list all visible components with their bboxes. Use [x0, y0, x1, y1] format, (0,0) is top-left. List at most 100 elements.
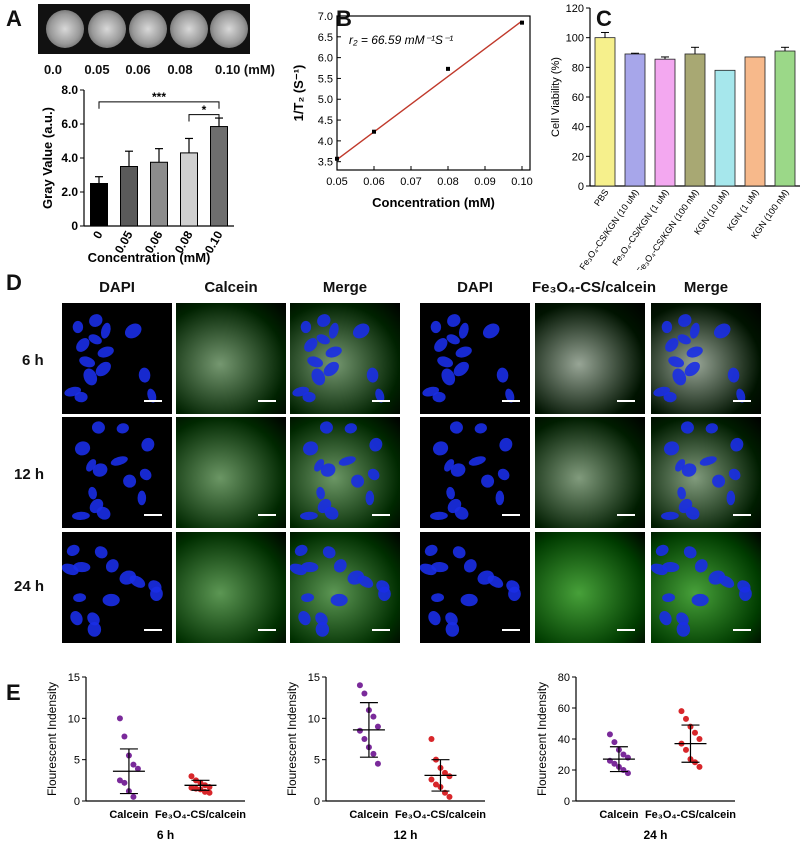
nucleus: [70, 611, 83, 626]
nucleus: [298, 611, 311, 626]
x-tick-label: 0.06: [363, 176, 384, 188]
nucleus: [292, 386, 310, 397]
y-tick-label: 5.0: [318, 94, 333, 106]
y-tick-label: 4.5: [318, 115, 333, 127]
nucleus: [311, 368, 326, 386]
panel-letter-d: D: [6, 270, 22, 295]
y-tick-label: 15: [68, 672, 80, 684]
mri-phantom: [88, 10, 126, 48]
data-point: [446, 773, 453, 780]
nucleus: [88, 334, 102, 345]
x-tick-label: Fe₃O₄-CS/calcein: [645, 809, 736, 821]
y-tick-label: 5.5: [318, 73, 333, 85]
panel-letter-b: B: [336, 6, 352, 31]
data-point: [121, 733, 128, 740]
data-point: [441, 769, 448, 776]
nucleus: [87, 621, 102, 637]
significance-label: *: [202, 103, 207, 117]
micrograph-image: [430, 421, 513, 520]
nucleus: [369, 437, 383, 452]
y-tick-label: 100: [566, 33, 584, 45]
data-point: [361, 736, 368, 742]
bar: [774, 50, 796, 187]
nucleus: [445, 612, 458, 626]
nucleus: [100, 322, 111, 339]
y-tick-label: 60: [558, 703, 570, 715]
chart-title: 6 h: [157, 828, 174, 842]
row-label-24h: 24 h: [14, 578, 45, 595]
nucleus: [455, 346, 472, 358]
fluorescence-scatter-6h: 0 5 10 15 Calcein Fe₃O₄-CS/calcein Flourescent…: [45, 672, 246, 842]
nucleus: [64, 386, 82, 397]
micrograph-image: [72, 421, 155, 520]
nucleus: [72, 320, 84, 334]
nucleus: [496, 367, 509, 383]
mri-label: 0.05: [84, 62, 110, 77]
nucleus: [73, 593, 87, 603]
x-tick-label: Fe₃O₄-CS/KGN (10 uM): [577, 187, 640, 270]
y-axis-label: Cell Viability (%): [550, 57, 562, 137]
nucleus: [437, 356, 453, 368]
scale-bar: [372, 514, 390, 516]
annotation: r₂ = 66.59 mM⁻¹S⁻¹: [349, 33, 453, 47]
nucleus: [446, 486, 455, 500]
data-point: [116, 777, 123, 784]
nucleus: [728, 468, 741, 481]
data-point: [356, 682, 363, 689]
row-label-6h: 6 h: [22, 352, 44, 369]
col-header-dapi: DAPI: [457, 279, 493, 296]
micrograph-image: [651, 544, 752, 637]
nucleus: [422, 386, 440, 397]
nucleus: [301, 593, 315, 603]
bar: [150, 161, 168, 227]
nucleus: [431, 561, 449, 573]
nucleus: [365, 490, 375, 506]
nucleus: [432, 441, 449, 456]
chart-title: 24 h: [643, 828, 667, 842]
data-point: [428, 736, 435, 742]
scale-bar: [617, 629, 635, 631]
nucleus: [463, 559, 477, 573]
nucleus: [445, 621, 460, 637]
nucleus: [661, 320, 673, 334]
micrograph-merge: [290, 417, 400, 528]
data-point: [374, 760, 381, 767]
micrograph-dapi: [62, 532, 172, 643]
fluorescence-scatter-12h: 0 5 10 15 Calcein Fe₃O₄-CS/calcein Flourescent…: [285, 672, 486, 842]
data-point: [620, 751, 627, 758]
scale-bar: [258, 629, 276, 631]
nucleus: [300, 320, 312, 334]
nucleus: [322, 546, 336, 559]
data-point: [428, 776, 435, 783]
mri-label: 0.08: [167, 62, 193, 77]
x-tick-label: Fe₃O₄-CS/calcein: [395, 809, 486, 821]
nucleus: [481, 474, 495, 488]
scale-bar: [502, 400, 520, 402]
nucleus: [726, 490, 736, 506]
scale-bar: [733, 400, 751, 402]
y-tick-label: 5: [74, 755, 80, 767]
micrograph-calcein: [535, 532, 645, 643]
nucleus: [424, 544, 438, 556]
nucleus: [88, 486, 97, 500]
x-tick-label: Fe₃O₄-CS/KGN (1 uM): [610, 187, 670, 267]
nucleus: [102, 593, 120, 607]
y-axis-label: Flourescent Indensity: [45, 682, 59, 796]
nucleus: [317, 314, 331, 327]
data-point: [361, 690, 368, 697]
y-tick-label: 6.5: [318, 32, 333, 44]
col-header-merge: Merge: [322, 279, 368, 296]
nucleus: [94, 546, 108, 559]
nucleus: [325, 346, 342, 358]
significance-bracket: [188, 114, 220, 122]
nucleus: [137, 490, 147, 506]
nucleus: [718, 575, 735, 588]
nucleus: [95, 361, 111, 377]
nucleus: [351, 474, 365, 488]
bar: [180, 152, 198, 227]
nucleus: [92, 463, 108, 477]
nucleus: [105, 559, 119, 573]
nucleus: [344, 423, 357, 434]
data-point: [130, 793, 137, 800]
data-point: [691, 729, 698, 736]
